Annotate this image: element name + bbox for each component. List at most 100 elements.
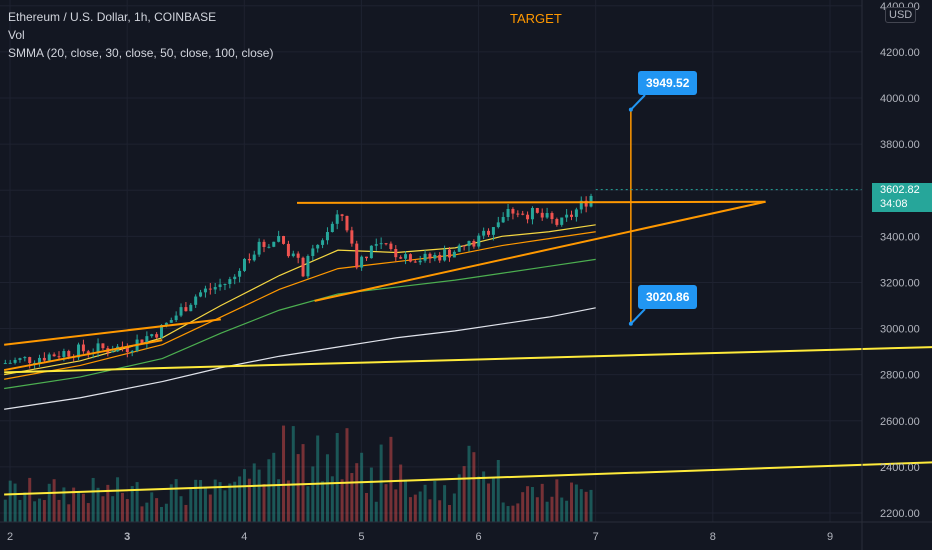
candle-body [37,357,41,363]
candle-body [325,232,329,241]
candle-body [155,334,159,338]
smma-line [4,258,596,390]
time-tick-label: 5 [358,531,364,543]
volume-bar [72,487,76,522]
volume-bar [374,501,378,522]
price-tick-label: 3800.00 [880,139,920,151]
candle-body [42,357,46,361]
candle-body [238,270,242,277]
candle-body [404,254,408,259]
candle-body [570,214,574,217]
candle-body [140,339,144,344]
volume-bar [238,476,242,522]
time-tick-label: 3 [124,531,130,543]
volume-bar [394,489,398,522]
volume-bar [145,502,149,522]
channel-top-line[interactable] [4,318,221,346]
volume-bar [477,476,481,522]
volume-bar [150,492,154,522]
volume-bar [496,459,500,522]
volume-trend-line[interactable] [4,461,932,496]
candle-body [311,248,315,256]
volume-bar [467,445,471,522]
candle-body [321,240,325,245]
volume-bar [57,499,61,522]
candle-body [501,217,505,223]
volume-bar [433,481,437,522]
candle-body [169,320,173,323]
volume-bar [330,476,334,522]
volume-bar [277,479,281,522]
symbol-title[interactable]: Ethereum / U.S. Dollar, 1h, COINBASE [8,10,217,24]
candle-body [467,241,471,246]
target-low-callout[interactable]: 3020.86 [638,285,698,309]
volume-bar [67,504,71,522]
volume-bar [345,428,349,522]
candle-body [223,283,227,285]
candles [3,193,593,369]
target-high-callout[interactable]: 3949.52 [638,71,698,95]
price-tick-label: 2400.00 [880,462,920,474]
volume-bar [52,479,56,522]
candle-body [506,208,510,218]
volume-bar [413,494,417,522]
volume-bar [389,436,393,522]
volume-bar [3,499,7,522]
candle-body [257,241,261,255]
target-label: TARGET [510,11,562,26]
volume-bar [579,489,583,522]
currency-button[interactable]: USD [885,7,917,23]
volume-bar [282,425,286,522]
price-tick-label: 2600.00 [880,416,920,428]
volume-bar [408,497,412,522]
smma-label[interactable]: SMMA (20, close, 30, close, 50, close, 1… [8,46,274,60]
volume-bar [169,484,173,522]
long-support-line[interactable] [4,346,932,374]
volume-bar [160,506,164,522]
price-tick-label: 2200.00 [880,508,920,520]
candle-body [330,223,334,233]
candle-body [428,253,432,259]
volume-bar [218,482,222,522]
time-axis[interactable]: 2 3 4 5 6 7 8 9 [0,521,932,543]
volume-bar [135,482,139,522]
volume-bar [482,471,486,522]
time-tick-label: 8 [710,531,716,543]
candle-body [96,343,100,353]
candle-body [423,253,427,261]
countdown-tag: 34:08 [872,197,932,212]
candle-body [3,363,7,365]
volume-label[interactable]: Vol [8,28,25,42]
volume-bar [350,473,354,522]
channel-bottom-line[interactable] [3,339,163,372]
volume-bars [3,425,593,522]
candle-body [477,235,481,247]
volume-bar [418,491,422,522]
volume-bar [18,499,22,522]
candle-body [565,214,569,218]
volume-bar [501,502,505,522]
volume-bar [447,504,451,522]
candle-body [18,358,22,360]
volume-bar [560,497,564,522]
price-axis[interactable]: 2200.00 2400.00 2600.00 2800.00 3000.00 3200.… [861,0,920,550]
volume-bar [584,491,588,522]
price-tick-label: 3200.00 [880,277,920,289]
trendlines [3,94,932,496]
volume-bar [208,494,212,522]
candle-body [57,356,61,358]
volume-bar [286,480,290,522]
candle-body [252,254,256,261]
ascending-support-line[interactable] [314,200,766,302]
candle-body [189,304,193,312]
candle-body [345,215,349,231]
volume-bar [540,483,544,522]
volume-bar [340,479,344,522]
candle-body [101,343,105,349]
resistance-line[interactable] [296,200,766,204]
price-tick-label: 4000.00 [880,93,920,105]
volume-bar [487,483,491,522]
candle-body [316,244,320,249]
candle-body [462,245,466,247]
